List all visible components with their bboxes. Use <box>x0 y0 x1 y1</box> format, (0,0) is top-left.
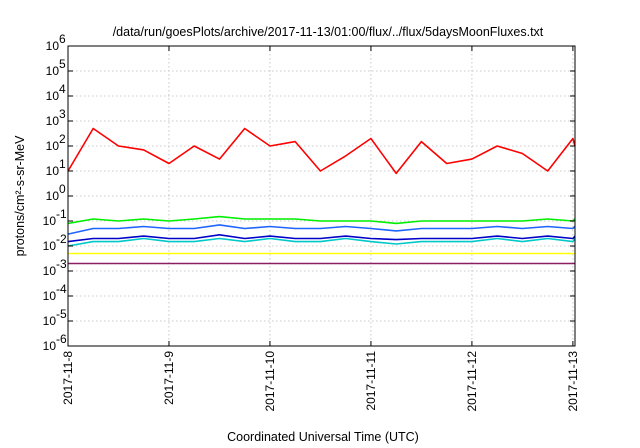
y-tick-label: 10 <box>46 89 60 103</box>
y-tick-label: 10 <box>43 339 57 353</box>
y-tick-label-exponent: -5 <box>56 307 67 321</box>
y-tick-label-exponent: -4 <box>56 282 67 296</box>
y-tick-label-exponent: -6 <box>56 332 67 346</box>
y-tick-label: 10 <box>43 314 57 328</box>
x-axis-label: Coordinated Universal Time (UTC) <box>227 430 419 444</box>
y-tick-label-exponent: -2 <box>56 232 67 246</box>
x-tick-label: 2017-11-10 <box>263 351 277 412</box>
y-tick-label: 10 <box>43 239 57 253</box>
y-axis-label: protons/cm²-s-sr-MeV <box>13 135 27 257</box>
series-line-3 <box>67 224 576 235</box>
y-tick-label-exponent: 1 <box>59 157 66 171</box>
y-tick-label-exponent: 4 <box>59 82 66 96</box>
x-tick-labels: 2017-11-8 2017-11-9 2017-11-10 2017-11-11 20… <box>61 351 580 412</box>
y-tick-label-exponent: -1 <box>56 207 67 221</box>
y-tick-label: 10 <box>46 114 60 128</box>
y-tick-label-exponent: -3 <box>56 257 67 271</box>
y-tick-label: 10 <box>46 64 60 78</box>
y-tick-labels: 10 -610 -510 -410 -310 -210 -110 010 110 210 310 41… <box>43 32 67 353</box>
series-line-4 <box>67 237 576 247</box>
x-tick-label: 2017-11-9 <box>162 351 176 405</box>
series-line-1 <box>67 127 576 175</box>
y-tick-label-exponent: 5 <box>59 57 66 71</box>
ticks <box>67 45 575 347</box>
x-tick-label: 2017-11-8 <box>61 351 75 405</box>
y-tick-label: 10 <box>43 264 57 278</box>
y-tick-label: 10 <box>46 139 60 153</box>
y-tick-label: 10 <box>46 39 60 53</box>
x-tick-label: 2017-11-11 <box>364 351 378 411</box>
series-line-2 <box>67 215 576 225</box>
x-tick-label: 2017-11-13 <box>566 351 580 412</box>
y-tick-label: 10 <box>46 189 60 203</box>
y-tick-label-exponent: 2 <box>59 132 66 146</box>
y-tick-label: 10 <box>43 214 57 228</box>
y-tick-label-exponent: 0 <box>59 182 66 196</box>
y-tick-label: 10 <box>43 289 57 303</box>
y-tick-label-exponent: 3 <box>59 107 66 121</box>
y-tick-label-exponent: 6 <box>59 32 66 46</box>
chart-title: /data/run/goesPlots/archive/2017-11-13/0… <box>113 25 544 39</box>
series-group <box>67 127 576 265</box>
series-line-5 <box>67 234 576 243</box>
y-tick-label: 10 <box>46 164 60 178</box>
x-tick-label: 2017-11-12 <box>465 351 479 412</box>
